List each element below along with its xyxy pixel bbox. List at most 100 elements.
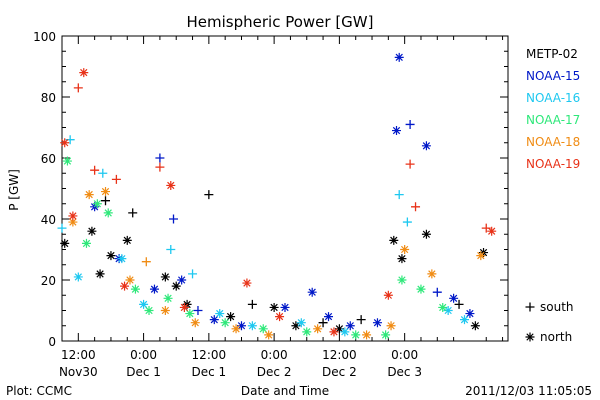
point-noaa-19-north [383, 290, 393, 300]
point-noaa-18-north [362, 330, 372, 340]
point-noaa-15-south [169, 214, 178, 224]
point-noaa-19-south [73, 83, 83, 93]
y-tick-label: 0 [48, 335, 56, 349]
x-tick-label-time: 12:00 [61, 348, 96, 362]
point-noaa-16-north [117, 254, 127, 264]
point-metp-02-north [421, 229, 431, 239]
point-noaa-18-north [231, 324, 241, 334]
legend-entry: NOAA-19 [526, 157, 580, 171]
point-metp-02-north [60, 238, 70, 248]
point-noaa-19-north [68, 211, 78, 221]
point-metp-02-north [106, 251, 116, 261]
point-noaa-17-north [144, 306, 154, 315]
point-noaa-19-north [60, 138, 70, 148]
legend-entry: NOAA-16 [526, 91, 580, 105]
point-noaa-19-north [487, 226, 497, 236]
point-metp-02-north [87, 226, 97, 236]
x-axis-label: Date and Time [241, 384, 329, 398]
point-metp-02-south [318, 318, 328, 328]
x-tick-label-date: Nov30 [59, 365, 98, 379]
marker-legend-label: north [540, 330, 572, 344]
point-noaa-19-north [329, 327, 339, 337]
point-noaa-17-north [163, 293, 173, 303]
y-axis: 0 20 40 60 80 100 [33, 30, 508, 349]
marker-legend-label: south [540, 300, 574, 314]
point-noaa-15-north [449, 293, 459, 303]
x-axis: 12:00 Nov30 0:00 Dec 1 12:00 Dec 1 0:00 Dec 2 12… [59, 36, 504, 379]
point-metp-02-south [204, 190, 214, 200]
y-tick-label: 40 [41, 213, 56, 227]
point-noaa-18-north [68, 217, 78, 227]
point-noaa-17-north [397, 275, 407, 285]
point-noaa-18-north [386, 321, 396, 331]
point-noaa-19-south [411, 202, 421, 212]
point-metp-02-north [95, 269, 105, 279]
point-noaa-16-north [459, 315, 469, 325]
x-tick-label-time: 12:00 [192, 348, 227, 362]
point-noaa-15-north [421, 141, 431, 151]
y-tick-label: 20 [41, 274, 56, 288]
x-tick-label-date: Dec 2 [322, 365, 357, 379]
x-tick-label-date: Dec 1 [126, 365, 161, 379]
legend: METP-02 NOAA-15 NOAA-16 NOAA-17 NOAA-18 NOAA-… [526, 47, 580, 171]
point-noaa-16-south [166, 245, 176, 254]
point-noaa-19-north [179, 302, 189, 312]
x-tick-label-date: Dec 2 [257, 365, 292, 379]
point-metp-02-north [334, 324, 344, 334]
point-noaa-16-north [340, 327, 350, 337]
point-noaa-17-north [62, 156, 72, 166]
point-noaa-17-north [92, 199, 102, 209]
marker-legend-south-symbol [525, 302, 535, 312]
point-noaa-17-north [351, 330, 361, 340]
point-noaa-15-north [149, 284, 159, 294]
legend-entry: METP-02 [526, 47, 578, 61]
point-noaa-19-north [79, 68, 89, 78]
point-noaa-15-north [177, 275, 187, 285]
point-noaa-15-south [155, 153, 165, 163]
point-noaa-18-north [264, 330, 274, 340]
point-noaa-17-north [438, 302, 448, 312]
point-metp-02-south [101, 196, 111, 206]
point-noaa-18-north [160, 306, 170, 315]
point-noaa-16-north [139, 299, 149, 309]
chart-title: Hemispheric Power [GW] [187, 13, 374, 31]
point-metp-02-north [291, 321, 301, 331]
point-noaa-15-north [394, 52, 404, 62]
point-noaa-17-north [103, 208, 113, 218]
point-metp-02-south [454, 299, 464, 309]
point-metp-02-south [356, 315, 366, 325]
point-noaa-19-north [275, 312, 285, 322]
point-noaa-15-north [465, 309, 475, 319]
point-noaa-15-north [324, 312, 334, 322]
point-noaa-16-north [73, 272, 83, 282]
point-noaa-18-north [84, 190, 94, 200]
point-noaa-17-north [381, 330, 391, 340]
point-noaa-15-south [432, 287, 442, 297]
point-noaa-16-south [98, 168, 108, 178]
point-noaa-18-north [400, 245, 410, 254]
x-tick-label-time: 0:00 [261, 348, 288, 362]
point-noaa-18-north [101, 187, 111, 197]
point-noaa-16-south [57, 223, 67, 233]
plot-credit: Plot: CCMC [6, 384, 72, 398]
point-noaa-15-south [405, 119, 415, 129]
point-noaa-18-north [190, 318, 200, 328]
point-noaa-15-north [392, 126, 401, 136]
point-noaa-19-north [242, 278, 252, 288]
point-metp-02-north [160, 272, 170, 282]
point-noaa-17-north [130, 284, 140, 294]
point-metp-02-north [122, 235, 132, 245]
point-metp-02-north [397, 254, 407, 264]
point-noaa-17-north [220, 318, 230, 328]
point-noaa-19-south [111, 174, 121, 184]
marker-legend-north-symbol [525, 332, 535, 342]
point-noaa-16-south [188, 269, 198, 279]
point-noaa-19-south [155, 162, 165, 172]
x-tick-label-time: 0:00 [130, 348, 157, 362]
point-noaa-18-north [476, 251, 486, 261]
x-tick-label-time: 12:00 [322, 348, 357, 362]
point-noaa-16-north [443, 306, 453, 315]
point-noaa-15-south [193, 306, 203, 315]
point-noaa-17-north [185, 309, 195, 319]
